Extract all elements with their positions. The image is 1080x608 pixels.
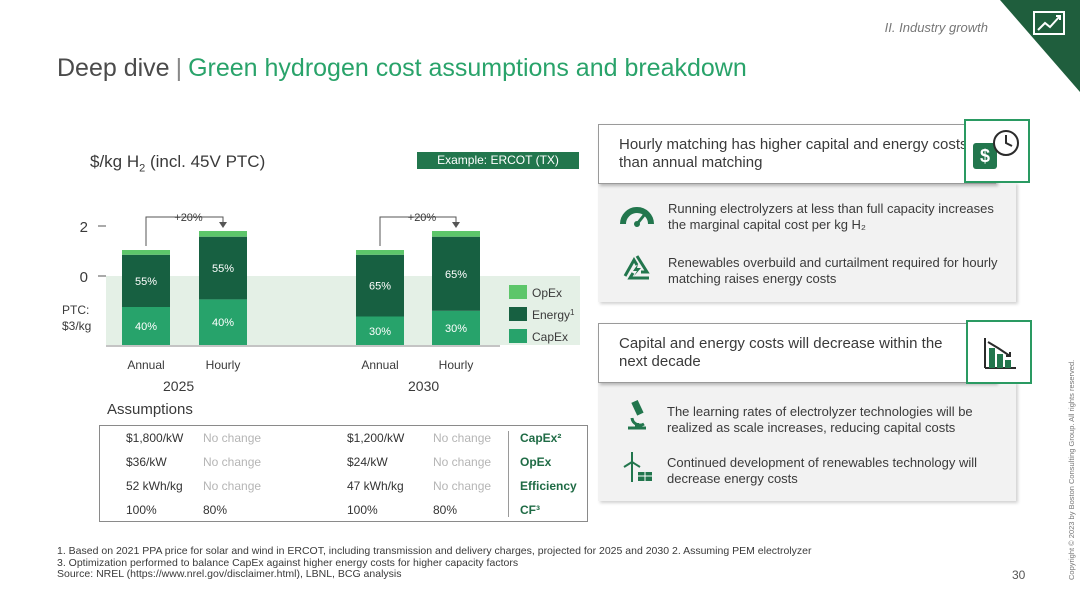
declining-chart-icon [966,320,1032,384]
ptc-band [106,276,580,345]
bar-segment-capex [432,310,480,345]
increase-arrow [452,222,460,228]
assumptions-title: Assumptions [107,401,193,418]
recycle-energy-icon [623,255,650,280]
increase-arrow [219,222,227,228]
bar-segment-opex [122,250,170,255]
table-row: 52 kWh/kg No change 47 kWh/kg No change … [126,479,577,493]
legend-label: CapEx [532,330,568,344]
x-tick-label: Hourly [206,358,241,372]
card-hourly-body [598,182,1016,302]
copyright: Copyright © 2023 by Boston Consulting Gr… [1067,359,1076,580]
svg-text:$: $ [980,146,990,166]
chart-unit-label: $/kg H2 (incl. 45V PTC) [90,152,266,175]
year-label: 2025 [163,378,194,394]
x-tick-label: Annual [127,358,164,372]
speedometer-icon [620,207,654,227]
wind-solar-icon [623,452,652,482]
footnotes: 1. Based on 2021 PPA price for solar and… [57,545,812,581]
bar-segment-capex [199,299,247,345]
legend-swatch [509,307,527,321]
legend-swatch [509,329,527,343]
card-decrease-title: Capital and energy costs will decrease w… [598,323,996,383]
bar-segment-capex [356,316,404,345]
footnote: 1. Based on 2021 PPA price for solar and… [57,545,812,557]
page-title: Deep dive | Green hydrogen cost assumption… [57,54,747,82]
example-tag: Example: ERCOT (TX) [417,152,579,169]
increase-label: +20% [408,212,437,224]
bullet-text: Running electrolyzers at less than full … [668,201,994,232]
bar-segment-opex [199,231,247,237]
growth-chart-logo-icon [1000,0,1080,92]
legend-label: OpEx [532,286,562,300]
legend-label: Energy1 [532,308,575,323]
dollar-clock-icon: $ [964,119,1030,183]
bar-segment-opex [356,250,404,255]
increase-label: +20% [174,212,203,224]
bar-data-label: 55% [135,276,157,288]
bar-segment-capex [122,307,170,345]
ptc-label: PTC: [62,303,89,317]
y-tick-label: 0 [80,269,88,286]
table-row: 100% 80% 100% 80% CF³ [126,503,540,517]
bullet-text: Continued development of renewables tech… [667,455,978,486]
cost-breakdown-chart: 20PTC:$3/kg40%55%5%Annual40%55%5%Hourly2… [62,212,580,394]
source-note: Source: NREL (https://www.nrel.gov/discl… [57,568,402,580]
page-number: 30 [1012,568,1026,582]
bar-segment-energy [356,254,404,317]
bar-segment-energy [199,236,247,300]
bar-data-label: 40% [212,317,234,329]
bar-data-label: 65% [369,281,391,293]
bar-data-label: 30% [369,326,391,338]
bar-segment-energy [122,254,170,307]
bar-data-label: 30% [445,323,467,335]
year-label: 2030 [408,378,439,394]
increase-bracket [145,216,224,246]
bar-data-label: 55% [212,263,234,275]
footnote: 3. Optimization performed to balance Cap… [57,556,519,569]
bar-data-label: 40% [135,321,157,333]
legend-swatch [509,285,527,299]
bar-data-label: 65% [445,269,467,281]
bullet-text: The learning rates of electrolyzer techn… [667,404,973,435]
table-row: $36/kW No change $24/kW No change OpEx [126,455,552,469]
ptc-value-label: $3/kg [62,319,91,333]
bar-segment-opex [432,231,480,237]
microscope-icon [628,399,646,430]
section-label: II. Industry growth [884,20,988,35]
y-tick-label: 2 [80,219,88,236]
bar-segment-energy [432,236,480,311]
x-tick-label: Annual [361,358,398,372]
table-row: $1,800/kW No change $1,200/kW No change … [126,431,562,445]
table-divider [508,431,509,517]
increase-bracket [379,216,457,246]
bullet-text: Renewables overbuild and curtailment req… [668,255,998,286]
card-decrease-body [598,381,1016,501]
assumptions-table: $1,800/kW No change $1,200/kW No change … [99,425,588,522]
card-hourly-title: Hourly matching has higher capital and e… [598,124,996,184]
x-tick-label: Hourly [439,358,474,372]
